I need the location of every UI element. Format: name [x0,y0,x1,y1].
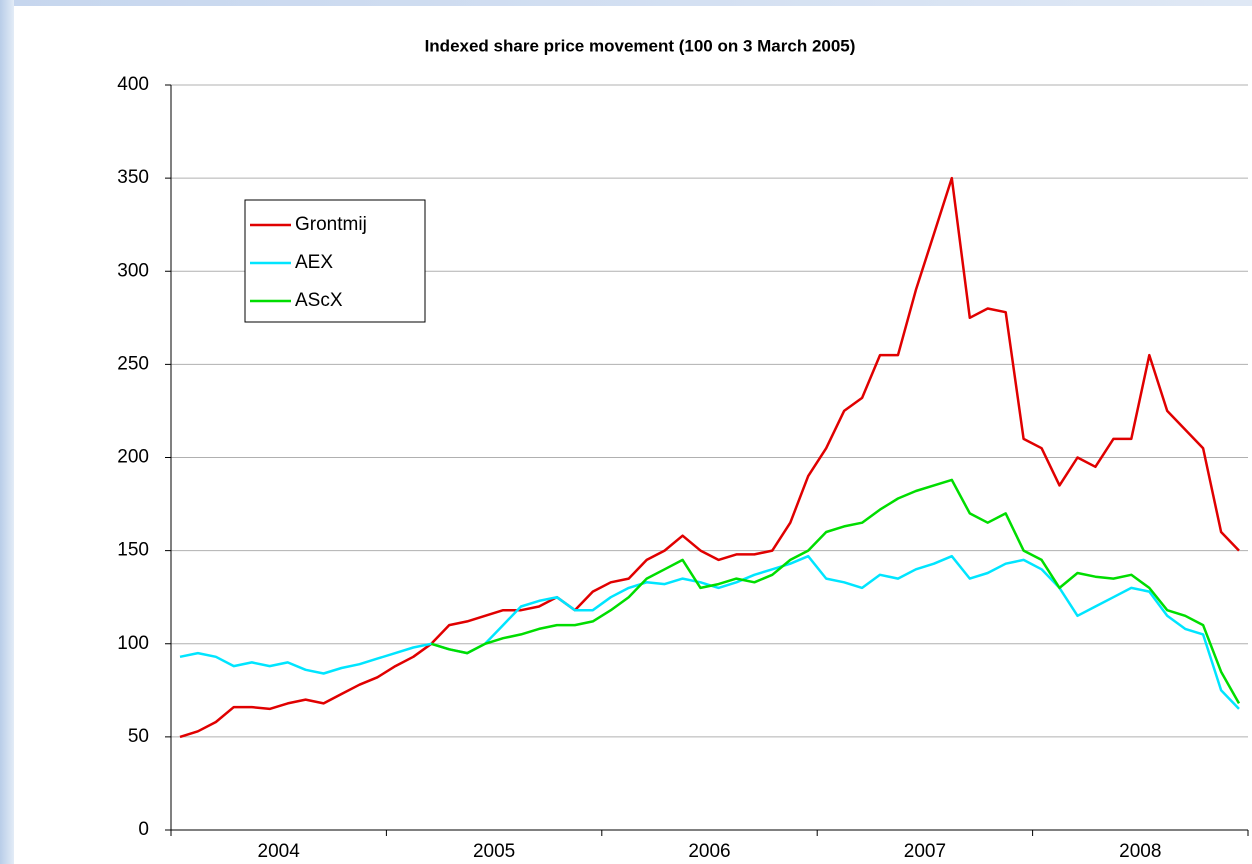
legend-label: AEX [295,252,333,273]
y-tick-label: 350 [117,167,149,188]
legend: Grontmij AEX AScX [244,199,426,323]
y-tick-label: 400 [117,74,149,95]
y-tick-label: 250 [117,353,149,374]
x-tick-label: 2006 [688,841,730,862]
y-tick-label: 0 [138,819,149,840]
lines [179,176,1241,739]
series-line [430,478,1241,705]
chart-title: Indexed share price movement (100 on 3 M… [425,36,856,55]
axes: 0 50 100 150 200 250 300 350 400 2004 2005 2006 2007… [117,74,1249,862]
x-tick-label: 2008 [1119,841,1161,862]
x-tick-label: 2005 [473,841,515,862]
top-frame [0,0,1252,6]
x-tick-label: 2007 [904,841,946,862]
series-line [179,176,1240,739]
x-tick-label: 2004 [258,841,301,862]
left-frame [0,0,14,864]
y-tick-label: 150 [117,540,149,561]
legend-label: AScX [295,290,343,311]
y-tick-label: 100 [117,633,149,654]
y-tick-label: 300 [117,260,149,281]
y-tick-label: 50 [128,726,149,747]
y-tick-label: 200 [117,447,149,468]
legend-label: Grontmij [295,214,367,235]
